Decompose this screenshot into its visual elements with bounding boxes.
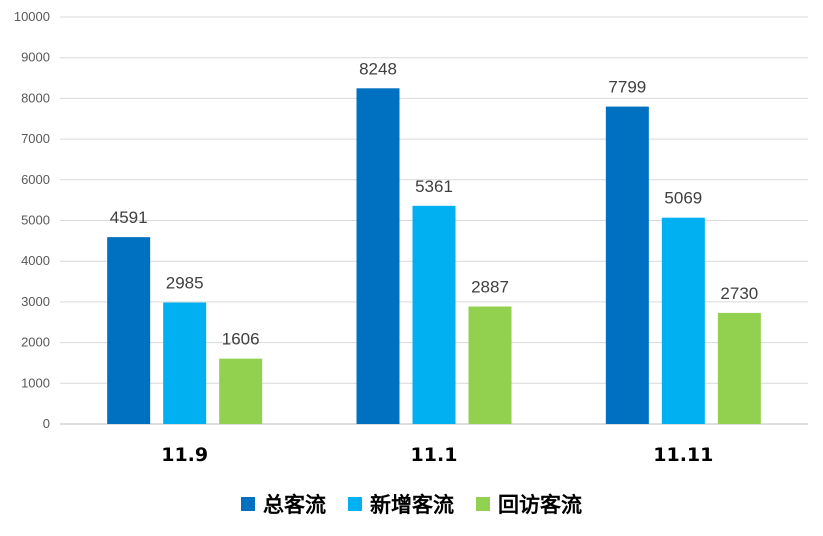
legend-item-return: 回访客流 (476, 489, 582, 519)
x-axis-ticks: 11.9 11.1 11.11 (161, 444, 713, 466)
data-label: 8248 (359, 59, 397, 78)
data-label: 5361 (415, 177, 453, 196)
y-tick-label: 9000 (21, 50, 50, 65)
bar (717, 312, 761, 424)
bar (163, 302, 207, 424)
x-tick-label: 11.9 (161, 444, 208, 466)
y-axis-ticks: 0 1000 2000 3000 4000 5000 6000 7000 8000 9000 100… (14, 9, 50, 431)
y-tick-label: 0 (43, 416, 50, 431)
y-tick-label: 2000 (21, 335, 50, 350)
data-label: 2730 (720, 284, 758, 303)
legend-swatch-total (241, 497, 255, 511)
legend-label-new: 新增客流 (370, 493, 454, 517)
x-tick-label: 11.1 (411, 444, 458, 466)
y-tick-label: 4000 (21, 253, 50, 268)
legend-label-return: 回访客流 (498, 493, 582, 517)
legend: 总客流 新增客流 回访客流 (0, 488, 823, 520)
bar (661, 217, 705, 424)
data-label: 1606 (222, 330, 260, 349)
legend-item-new: 新增客流 (348, 489, 454, 519)
data-labels: 4591 2985 1606 8248 5361 2887 7799 5069 2730 (110, 59, 758, 348)
legend-label-total: 总客流 (263, 493, 326, 517)
data-label: 2985 (166, 274, 204, 293)
bar (412, 205, 456, 424)
bar (107, 237, 151, 424)
bar (605, 106, 649, 425)
bar (356, 88, 400, 424)
legend-swatch-return (476, 497, 490, 511)
data-label: 5069 (664, 189, 702, 208)
bar (219, 358, 263, 424)
y-tick-label: 3000 (21, 294, 50, 309)
data-label: 4591 (110, 208, 148, 227)
bars (107, 88, 761, 425)
y-tick-label: 1000 (21, 375, 50, 390)
legend-swatch-new (348, 497, 362, 511)
y-tick-label: 7000 (21, 131, 50, 146)
y-tick-label: 10000 (14, 9, 50, 24)
data-label: 7799 (608, 78, 646, 97)
data-label: 2887 (471, 277, 509, 296)
x-tick-label: 11.11 (653, 444, 713, 466)
y-tick-label: 8000 (21, 90, 50, 105)
bar (468, 306, 512, 424)
y-tick-label: 5000 (21, 213, 50, 228)
legend-item-total: 总客流 (241, 489, 326, 519)
y-tick-label: 6000 (21, 172, 50, 187)
